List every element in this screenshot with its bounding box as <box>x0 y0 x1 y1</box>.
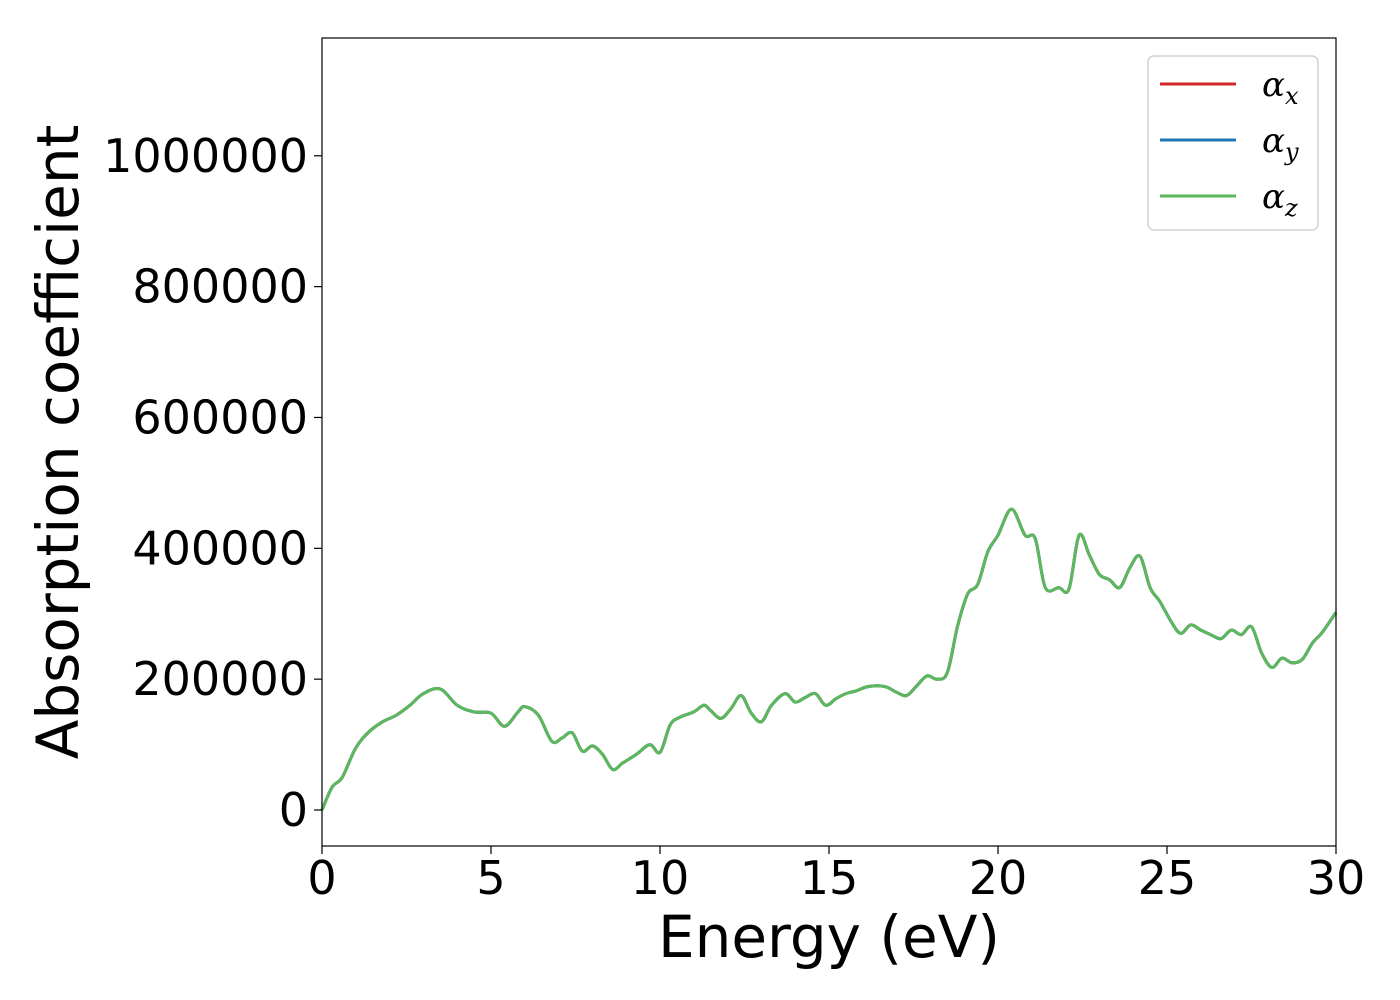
x-tick-label: 30 <box>1307 851 1366 905</box>
x-tick-label: 0 <box>307 851 336 905</box>
x-tick-label: 5 <box>476 851 505 905</box>
x-tick-label: 15 <box>800 851 859 905</box>
legend-label-z: αz <box>1262 177 1298 222</box>
y-tick-label: 600000 <box>132 390 308 444</box>
legend-box <box>1147 55 1319 231</box>
y-tick-label: 0 <box>279 783 308 837</box>
series-line-z <box>320 507 1338 811</box>
y-tick-label: 800000 <box>132 260 308 314</box>
series-layer <box>320 507 1338 811</box>
y-tick-label: 1000000 <box>103 129 308 183</box>
x-axis-label: Energy (eV) <box>658 903 1000 971</box>
legend-label-x: αx <box>1262 65 1299 110</box>
series-line-y <box>320 507 1338 811</box>
y-tick-label: 200000 <box>132 652 308 706</box>
legend: αx αy αz <box>1147 55 1319 231</box>
x-tick-label: 20 <box>969 851 1028 905</box>
x-tick-label: 25 <box>1138 851 1197 905</box>
x-tick-label: 10 <box>631 851 690 905</box>
ticks-layer: 0 5 10 15 20 25 30 0 200000 400000 600000 800000 100… <box>103 129 1365 905</box>
legend-label-y: αy <box>1262 121 1299 166</box>
series-line-x <box>320 507 1338 811</box>
y-tick-label: 400000 <box>132 521 308 575</box>
y-axis-label: Absorption coefficient <box>24 125 92 760</box>
